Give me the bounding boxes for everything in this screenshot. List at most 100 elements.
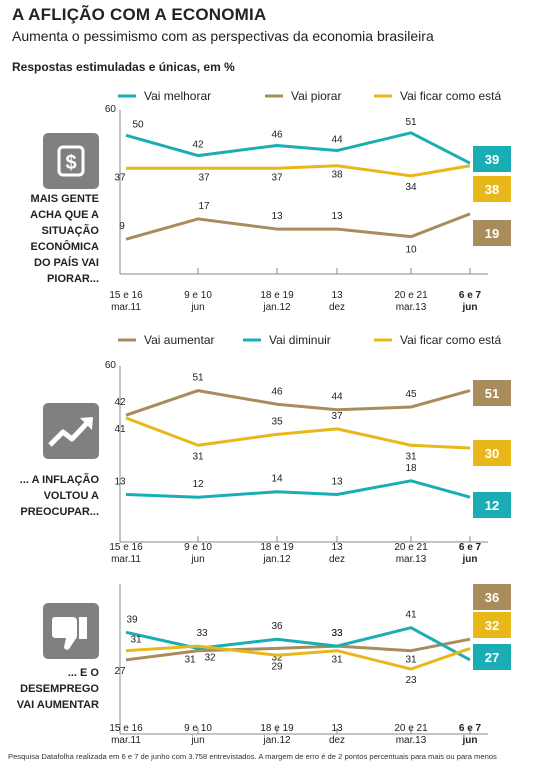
category-label: 20 e 21 <box>394 723 428 734</box>
thumb-cuff <box>79 617 87 639</box>
data-label: 31 <box>130 635 142 646</box>
legend-label: Vai ficar como está <box>400 89 501 103</box>
data-label: 31 <box>184 655 196 666</box>
category-label: jun <box>462 735 478 746</box>
side-caption-line: VAI AUMENTAR <box>17 699 99 711</box>
end-value-badge <box>473 146 511 172</box>
data-label: 50 <box>132 119 144 130</box>
end-value-label: 30 <box>485 446 499 461</box>
category-label: 6 e 7 <box>459 290 482 301</box>
category-label: 18 e 19 <box>260 542 294 553</box>
data-label: 44 <box>331 392 343 403</box>
data-label: 33 <box>331 628 343 639</box>
end-value-label: 32 <box>485 618 499 633</box>
y-axis-max-label: 60 <box>105 360 117 371</box>
data-label: 37 <box>198 172 210 183</box>
data-label: 37 <box>271 172 283 183</box>
icon-box <box>43 133 99 189</box>
category-label: jan.12 <box>262 735 291 746</box>
series-line <box>125 644 471 671</box>
category-label: dez <box>329 302 345 313</box>
category-label: dez <box>329 554 345 565</box>
y-axis-max-label: 60 <box>105 104 117 115</box>
legend-label: Vai diminuir <box>269 333 331 347</box>
chart-panel-1: 60 Vai melhorar Vai piorar Vai ficar como e… <box>30 89 511 313</box>
category-label: 15 e 16 <box>109 723 143 734</box>
series-line <box>125 637 471 662</box>
data-label: 29 <box>271 661 283 672</box>
category-label: 6 e 7 <box>459 542 482 553</box>
category-label: 20 e 21 <box>394 290 428 301</box>
end-value-label: 27 <box>485 650 499 665</box>
series-line <box>125 479 471 499</box>
end-value-label: 38 <box>485 182 499 197</box>
category-label: jun <box>190 302 204 313</box>
source-footnote: Pesquisa Datafolha realizada em 6 e 7 de… <box>8 752 497 761</box>
data-label: 10 <box>405 245 417 256</box>
trend-line <box>48 420 90 447</box>
category-label: jun <box>190 554 204 565</box>
data-label: 42 <box>114 397 126 408</box>
category-label: 9 e 10 <box>184 290 212 301</box>
data-label: 18 <box>405 463 417 474</box>
category-label: mar.11 <box>111 735 141 746</box>
side-caption-line: PREOCUPAR... <box>20 506 99 518</box>
side-caption-line: ... E O <box>68 667 100 679</box>
data-label: 33 <box>196 628 208 639</box>
category-label: mar.11 <box>111 554 141 565</box>
end-value-label: 51 <box>485 386 499 401</box>
series-line <box>125 389 471 417</box>
side-caption-line: ECONÔMICA <box>31 240 100 253</box>
trend-up-icon <box>43 403 99 459</box>
data-label: 34 <box>405 182 417 193</box>
data-label: 12 <box>192 479 204 490</box>
category-label: mar.11 <box>111 302 141 313</box>
series-line <box>125 416 471 450</box>
data-label: 27 <box>114 666 126 677</box>
data-label: 46 <box>271 129 283 140</box>
data-label: 46 <box>271 386 283 397</box>
data-label: 31 <box>331 655 343 666</box>
data-label: 38 <box>331 170 343 181</box>
end-value-badge <box>473 492 511 518</box>
dollar-glyph: $ <box>65 152 76 174</box>
side-caption-line: VOLTOU A <box>44 490 99 502</box>
end-value-label: 39 <box>485 152 499 167</box>
page-subtitle: Aumenta o pessimismo com as perspectivas… <box>12 28 434 44</box>
data-label: 32 <box>271 652 283 663</box>
series-line <box>125 131 471 165</box>
category-label: 15 e 16 <box>109 290 143 301</box>
data-label: 37 <box>331 411 343 422</box>
data-label: 41 <box>405 610 417 621</box>
data-label: 33 <box>331 628 343 639</box>
data-label: 51 <box>405 117 417 128</box>
side-caption-line: SITUAÇÃO <box>42 224 100 237</box>
legend-label: Vai piorar <box>291 89 341 103</box>
category-label: 18 e 19 <box>260 290 294 301</box>
chart-panel-2: 60 Vai aumentar Vai diminuir Vai ficar como… <box>20 333 511 565</box>
end-value-label: 12 <box>485 498 499 513</box>
end-value-badge <box>473 644 511 670</box>
data-label: 51 <box>192 373 204 384</box>
end-value-badge <box>473 440 511 466</box>
data-label: 39 <box>126 614 138 625</box>
data-label: 23 <box>405 675 417 686</box>
category-label: dez <box>329 735 345 746</box>
data-label: 42 <box>192 140 204 151</box>
units-note: Respostas estimuladas e únicas, em % <box>12 60 235 74</box>
series-line <box>125 212 471 241</box>
category-label: mar.13 <box>396 735 427 746</box>
category-label: 20 e 21 <box>394 542 428 553</box>
category-label: 6 e 7 <box>459 723 482 734</box>
side-caption-line: DESEMPREGO <box>20 683 99 695</box>
data-label: 9 <box>119 221 125 232</box>
data-label: 17 <box>198 201 210 212</box>
data-label: 13 <box>114 476 126 487</box>
end-value-badge <box>473 220 511 246</box>
end-value-badge <box>473 176 511 202</box>
icon-box <box>43 403 99 459</box>
data-label: 41 <box>114 424 126 435</box>
thumbs-down-icon <box>43 603 99 659</box>
